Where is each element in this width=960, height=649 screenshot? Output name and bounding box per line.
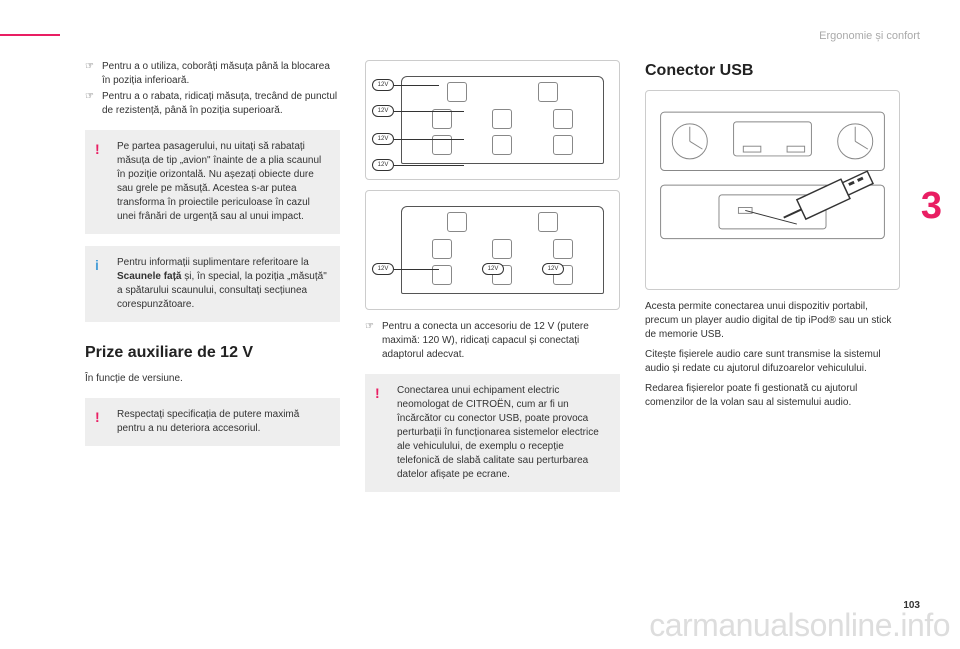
pointer-icon: ☞ (365, 320, 374, 362)
warning-box: ! Respectați specificația de putere maxi… (85, 398, 340, 446)
seat (432, 109, 452, 129)
column-right: Conector USB (645, 60, 900, 504)
socket-arrow (394, 139, 464, 140)
seat (492, 109, 512, 129)
pointer-icon: ☞ (85, 90, 94, 118)
warning-text: Conectarea unui echipament electric neom… (397, 385, 599, 480)
socket-label: 12V (372, 79, 394, 91)
seat (492, 239, 512, 259)
subtitle: În funcție de versiune. (85, 372, 340, 386)
warning-text: Pe partea pasagerului, nu uitați să raba… (117, 141, 321, 222)
section-title: Ergonomie și confort (819, 30, 920, 42)
pointer-icon: ☞ (85, 60, 94, 88)
paragraph: Acesta permite conectarea unui dispoziti… (645, 300, 900, 342)
socket-label: 12V (372, 105, 394, 117)
heading-usb: Conector USB (645, 60, 900, 82)
socket-label: 12V (482, 263, 504, 275)
dashboard-svg (646, 91, 899, 289)
seat (538, 212, 558, 232)
seat (432, 239, 452, 259)
warning-text: Respectați specificația de putere maximă… (117, 409, 299, 434)
seat (553, 109, 573, 129)
seat-row (412, 239, 593, 261)
column-left: ☞ Pentru a o utiliza, coborâți măsuța pâ… (85, 60, 340, 504)
seat-row (412, 82, 593, 104)
seat (553, 239, 573, 259)
socket-arrow (394, 85, 439, 86)
socket-arrow (394, 165, 464, 166)
heading-12v: Prize auxiliare de 12 V (85, 342, 340, 364)
socket-label: 12V (372, 263, 394, 275)
seat (447, 212, 467, 232)
paragraph: Citește fișierele audio care sunt transm… (645, 348, 900, 376)
van-diagram-top: 12V 12V 12V 12V (365, 60, 620, 180)
socket-label: 12V (372, 159, 394, 171)
warning-icon: ! (375, 384, 389, 398)
warning-box: ! Conectarea unui echipament electric ne… (365, 374, 620, 492)
van-diagram-bottom: 12V 12V 12V (365, 190, 620, 310)
column-middle: 12V 12V 12V 12V (365, 60, 620, 504)
seat (538, 82, 558, 102)
usb-diagram (645, 90, 900, 290)
van-outline (401, 206, 604, 294)
seat (432, 265, 452, 285)
watermark: carmanualsonline.info (649, 607, 950, 644)
bullet-item: ☞ Pentru a o rabata, ridicați măsuța, tr… (85, 90, 340, 118)
socket-arrow (394, 269, 439, 270)
main-content: ☞ Pentru a o utiliza, coborâți măsuța pâ… (85, 60, 900, 504)
warning-box: ! Pe partea pasagerului, nu uitați să ra… (85, 130, 340, 234)
accent-bar (0, 34, 60, 36)
bullet-item: ☞ Pentru a o utiliza, coborâți măsuța pâ… (85, 60, 340, 88)
info-text-prefix: Pentru informații suplimentare referitoa… (117, 257, 309, 268)
seat (432, 135, 452, 155)
seat (553, 135, 573, 155)
info-text-bold: Scaunele față (117, 271, 181, 282)
seat-row (412, 212, 593, 234)
socket-label: 12V (542, 263, 564, 275)
bullet-text: Pentru a o utiliza, coborâți măsuța până… (102, 60, 340, 88)
socket-arrow (394, 111, 464, 112)
warning-icon: ! (95, 408, 109, 422)
info-icon: i (95, 256, 109, 270)
seat (492, 135, 512, 155)
warning-icon: ! (95, 140, 109, 154)
paragraph: Redarea fișierelor poate fi gestionată c… (645, 382, 900, 410)
info-box: i Pentru informații suplimentare referit… (85, 246, 340, 322)
bullet-text: Pentru a conecta un accesoriu de 12 V (p… (382, 320, 620, 362)
bullet-text: Pentru a o rabata, ridicați măsuța, trec… (102, 90, 340, 118)
van-outline (401, 76, 604, 164)
seat (447, 82, 467, 102)
seat-row (412, 109, 593, 131)
socket-label: 12V (372, 133, 394, 145)
bullet-item: ☞ Pentru a conecta un accesoriu de 12 V … (365, 320, 620, 362)
chapter-number: 3 (921, 185, 942, 228)
